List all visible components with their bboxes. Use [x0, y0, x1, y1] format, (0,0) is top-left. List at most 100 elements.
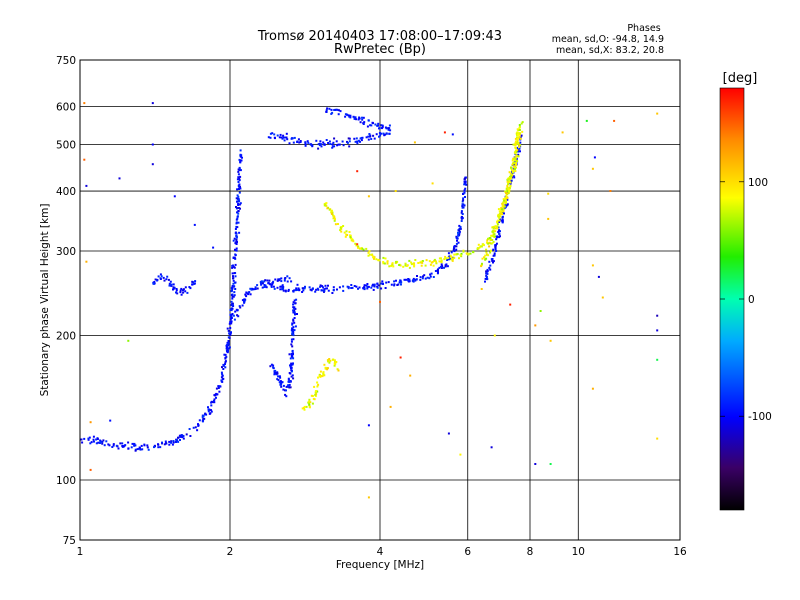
echo-point [232, 239, 235, 242]
echo-point [383, 134, 386, 137]
echo-point [512, 167, 515, 170]
echo-point [210, 409, 212, 412]
echo-point [487, 242, 490, 245]
echo-point [87, 437, 90, 440]
echo-point [357, 246, 359, 249]
echo-point [380, 132, 383, 135]
echo-point [403, 278, 406, 281]
echo-point [229, 327, 232, 329]
stats-title: Phases [627, 23, 660, 34]
echo-point [292, 352, 294, 355]
echo-point [316, 381, 319, 384]
echo-point [396, 284, 399, 286]
echo-point [297, 138, 300, 141]
echo-point [347, 137, 350, 140]
echo-point [359, 140, 361, 143]
echo-point [311, 395, 314, 397]
echo-point [115, 444, 118, 447]
echo-point [217, 385, 220, 388]
echo-point [416, 275, 418, 277]
echo-point [325, 110, 328, 113]
echo-point [256, 284, 259, 287]
echo-point [390, 264, 393, 267]
echo-point [92, 435, 95, 438]
echo-point [521, 121, 524, 124]
echo-point [238, 183, 241, 186]
echo-point [497, 226, 500, 229]
echo-point [138, 447, 141, 450]
echo-point [435, 262, 438, 265]
echo-point [480, 288, 483, 290]
echo-point [85, 184, 88, 187]
echo-point [294, 302, 297, 305]
echo-point [367, 119, 370, 122]
echo-point [304, 285, 306, 288]
echo-point [283, 139, 286, 142]
echo-point [333, 109, 336, 111]
echo-point [333, 219, 336, 222]
echo-point [215, 387, 218, 390]
echo-point [463, 180, 466, 183]
echo-point [224, 356, 227, 359]
echo-point [501, 215, 504, 218]
echo-point [119, 442, 122, 445]
echo-point [182, 434, 185, 437]
echo-point [501, 220, 504, 223]
echo-point [500, 207, 503, 210]
echo-point [213, 398, 216, 401]
echo-point [438, 257, 441, 260]
echo-point [317, 288, 320, 291]
echo-point [234, 281, 237, 284]
echo-point [377, 284, 380, 287]
echo-point [443, 131, 446, 134]
echo-point [308, 406, 311, 409]
echo-point [168, 443, 171, 446]
echo-point [231, 297, 234, 300]
echo-point [279, 288, 282, 291]
echo-point [181, 436, 184, 439]
echo-point [81, 441, 84, 444]
echo-point [235, 222, 238, 225]
echo-point [291, 323, 294, 326]
echo-point [490, 234, 493, 237]
echo-point [395, 279, 397, 282]
colorbar-ticks: 100 0 -100 [720, 177, 772, 423]
echo-point [342, 289, 345, 292]
echo-point [317, 376, 319, 379]
echo-point [380, 124, 383, 127]
echo-point [296, 289, 299, 291]
echo-point [448, 255, 451, 258]
echo-point [321, 375, 324, 378]
echo-point [306, 140, 309, 143]
echo-point [355, 137, 358, 140]
echo-point [516, 136, 518, 139]
echo-point [175, 288, 178, 290]
echo-point [446, 259, 449, 261]
echo-point [229, 332, 232, 335]
echo-point [325, 367, 328, 370]
echo-point [209, 412, 212, 415]
echo-point [207, 406, 209, 409]
echo-point [366, 287, 369, 290]
echo-point [415, 278, 418, 281]
echo-point [451, 259, 454, 262]
echo-point [234, 248, 237, 251]
echo-point [292, 362, 294, 365]
echo-point [511, 169, 514, 172]
echo-point [429, 273, 432, 276]
echo-point [305, 405, 308, 408]
echo-point [282, 384, 285, 387]
echo-point [325, 109, 328, 112]
echo-point [508, 188, 511, 191]
echo-point [346, 234, 349, 236]
echo-point [244, 298, 247, 301]
echo-point [237, 170, 240, 173]
echo-point [291, 363, 294, 366]
echo-point [512, 171, 514, 174]
echo-point [382, 256, 385, 259]
echo-point [83, 158, 86, 161]
echo-point [373, 283, 376, 286]
echo-point [429, 263, 432, 266]
echo-point [87, 438, 90, 441]
echo-point [182, 291, 185, 294]
